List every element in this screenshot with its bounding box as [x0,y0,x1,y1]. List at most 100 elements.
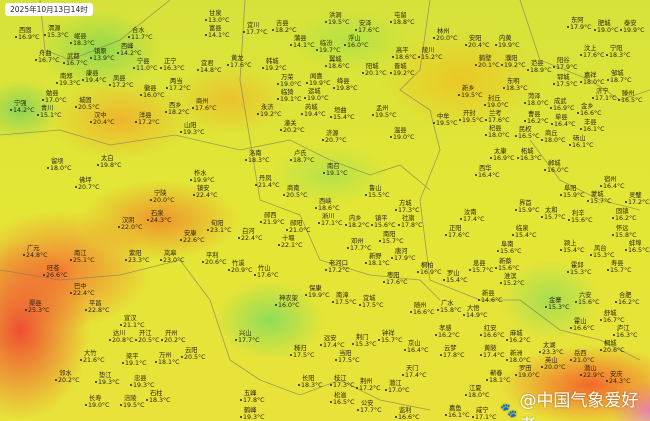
station-label: 麻城 16.2°C [506,330,531,344]
station-label: 南郑 19.3°C [56,73,81,87]
station-dot [262,67,264,69]
station-dot [80,359,82,361]
station-temp: 16.9°C [553,105,575,112]
station-temp: 16.6°C [580,110,602,117]
station-name: 寿县 [611,260,624,267]
station-temp: 16.7°C [603,317,625,324]
station-dot [63,62,65,64]
station-name: 嘉鱼 [449,405,462,412]
station-dot [283,194,285,196]
station-name: 濮阳 [505,55,518,62]
station-name: 白河 [242,228,255,235]
station-label: 泰安 19.9°C [620,20,645,34]
station-dot [620,29,622,31]
station-name: 随州 [414,302,427,309]
station-label: 镇原 13.9°C [90,48,115,62]
station-label: 颍上 15.4°C [560,240,585,254]
station-label: 新乡 19.5°C [458,85,483,99]
station-temp: 16.0°C [278,302,300,309]
station-name: 郧阳 [290,220,303,227]
station-label: 霍山 16.6°C [570,318,595,332]
station-label: 城固 20.5°C [75,97,100,111]
station-label: 金乡 16.6°C [577,103,602,117]
station-temp: 18.0°C [509,357,531,364]
station-dot [501,64,503,66]
station-dot [23,254,25,256]
station-dot [569,144,571,146]
station-name: 霍山 [574,318,587,325]
station-label: 绛县 19.8°C [333,78,358,92]
station-label: 洛南 18.3°C [245,150,270,164]
station-dot [404,349,406,351]
station-label: 宁县 11.0°C [133,58,158,72]
station-label: 五峰 17.8°C [240,390,265,404]
station-dot [463,314,465,316]
station-dot [418,56,420,58]
station-label: 屯留 18.8°C [390,12,415,26]
station-temp: 19.3°C [59,80,81,87]
station-dot [120,324,122,326]
station-dot [109,84,111,86]
station-temp: 21.4°C [258,182,280,189]
station-dot [90,57,92,59]
station-temp: 17.4°C [323,342,345,349]
station-name: 砀山 [573,135,586,142]
station-temp: 19.9°C [308,292,330,299]
station-temp: 17.6°C [358,27,380,34]
station-name: 曹县 [528,111,541,118]
station-name: 桐城 [604,340,617,347]
station-temp: 16.5°C [333,399,355,406]
station-temp: 14.1°C [208,32,230,39]
station-label: 镇安 22.4°C [193,185,218,199]
station-label: 太和 15.7°C [541,207,566,221]
station-label: 兴山 17.7°C [235,330,260,344]
station-name: 枣阳 [387,272,400,279]
station-label: 郸城 16.0°C [544,160,569,174]
station-temp: 15.7°C [382,238,404,245]
station-label: 长寿 19.0°C [85,395,110,409]
station-dot [625,249,627,251]
station-dot [560,249,562,251]
station-temp: 17.6°C [488,117,510,124]
station-dot [580,128,582,130]
station-label: 柘城 16.3°C [517,148,542,162]
station-dot [398,224,400,226]
station-temp: 14.8°C [200,67,222,74]
station-dot [120,404,122,406]
station-name: 云阳 [185,347,198,354]
station-temp: 20.9°C [231,267,253,274]
station-label: 宁阳 18.3°C [606,45,631,59]
station-label: 杞县 18.0°C [485,125,510,139]
station-name: 黄龙 [231,55,244,62]
station-temp: 19.3°C [183,129,205,136]
station-label: 渭源 15.3°C [44,25,69,39]
station-temp: 23.3°C [542,349,564,356]
station-name: 枝江 [334,375,347,382]
station-temp: 16.5°C [628,247,650,254]
station-name: 黄陂 [484,345,497,352]
station-label: 云阳 20.5°C [181,347,206,361]
station-temp: 18.3°C [149,397,171,404]
station-dot [475,64,477,66]
station-temp: 18.7°C [610,77,632,84]
station-name: 嘉祥 [584,72,597,79]
station-name: 麻城 [510,330,523,337]
station-label: 东明 18.3°C [503,78,528,92]
station-temp: 19.1°C [326,170,348,177]
station-label: 神农架 16.0°C [275,295,300,309]
station-temp: 11.0°C [136,65,158,72]
station-label: 运城 19.0°C [304,88,329,102]
station-temp: 17.6°C [257,272,279,279]
station-temp: 19.2°C [260,111,282,118]
station-temp: 19.5°C [375,112,397,119]
station-dot [486,379,488,381]
station-name: 忠县 [134,375,147,382]
station-dot [443,279,445,281]
station-name: 竹山 [258,265,271,272]
station-name: 潼关 [284,120,297,127]
station-temp: 17.2°C [628,199,650,206]
station-label: 西固 16.9°C [15,27,40,41]
border-line [39,0,171,61]
station-name: 汉阴 [122,217,135,224]
station-dot [607,269,609,271]
